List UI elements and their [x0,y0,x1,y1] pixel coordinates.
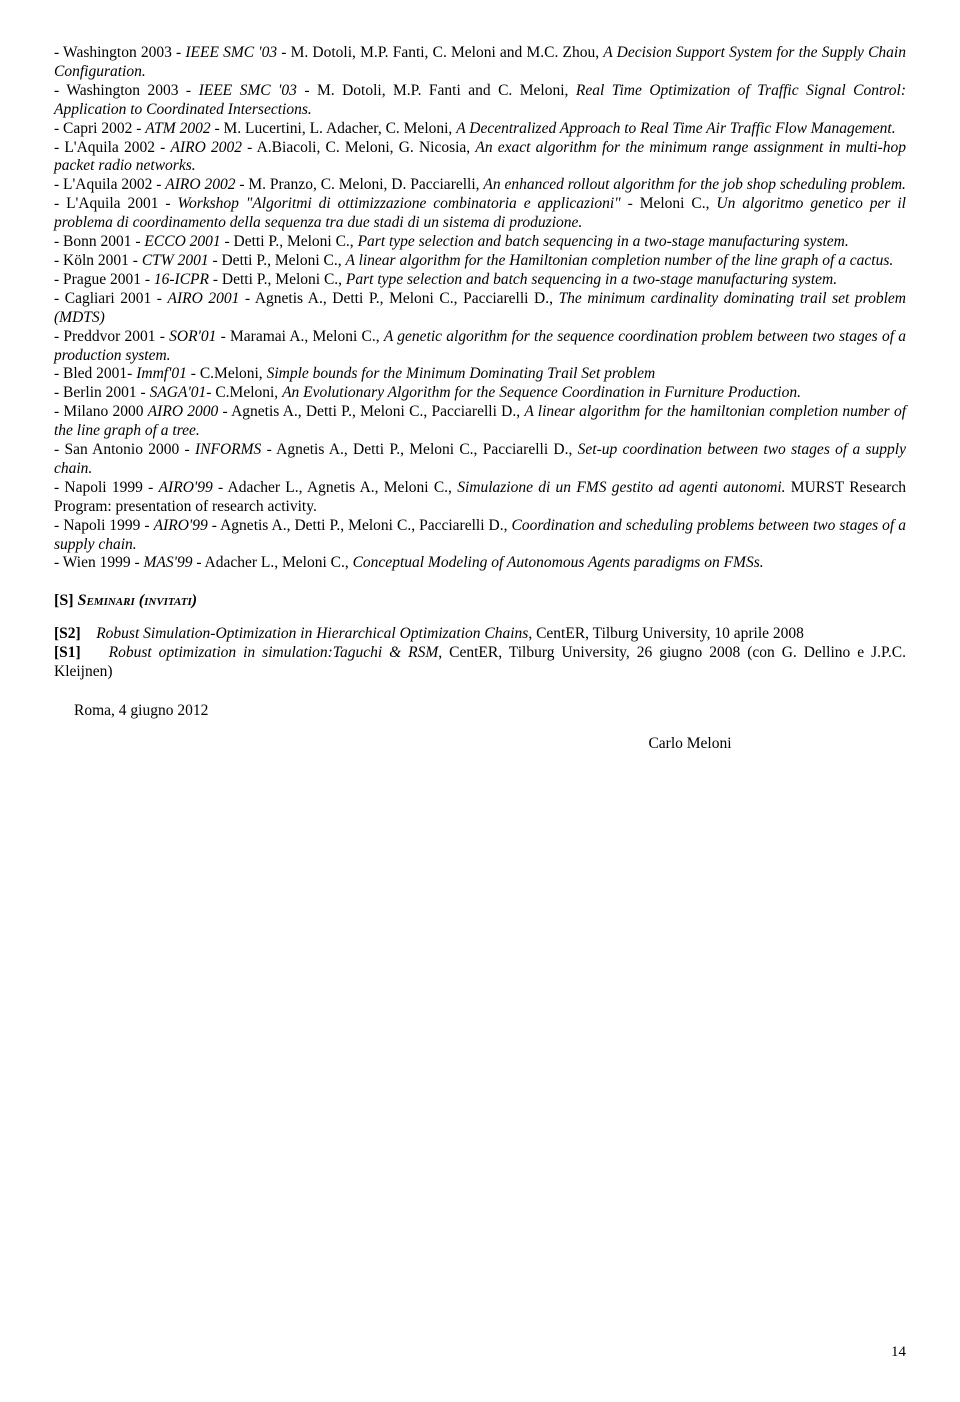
publication-entry: - Prague 2001 - 16-ICPR - Detti P., Melo… [54,271,906,290]
seminar-entry: [S1] Robust optimization in simulation:T… [54,644,906,682]
signature: Carlo Meloni [54,735,906,754]
publication-entry: - L'Aquila 2002 - AIRO 2002 - M. Pranzo,… [54,176,906,195]
publication-entry: - Bled 2001- Immf'01 - C.Meloni, Simple … [54,365,906,384]
publication-entry: - Wien 1999 - MAS'99 - Adacher L., Melon… [54,554,906,573]
publication-entry: - Napoli 1999 - AIRO'99 - Adacher L., Ag… [54,479,906,517]
section-bracket: [S] [54,592,78,609]
publication-entry: - Berlin 2001 - SAGA'01- C.Meloni, An Ev… [54,384,906,403]
publication-entry: - Bonn 2001 - ECCO 2001 - Detti P., Melo… [54,233,906,252]
publication-entry: - Washington 2003 - IEEE SMC '03 - M. Do… [54,44,906,82]
publication-entry: - Köln 2001 - CTW 2001 - Detti P., Melon… [54,252,906,271]
section-header: [S] Seminari (invitati) [54,591,906,611]
publication-entry: - Cagliari 2001 - AIRO 2001 - Agnetis A.… [54,290,906,328]
section-paren: (invitati) [135,592,197,609]
page-number: 14 [54,1343,906,1361]
publication-entry: - Capri 2002 - ATM 2002 - M. Lucertini, … [54,120,906,139]
section-title: Seminari [78,592,135,609]
publication-entry: - Napoli 1999 - AIRO'99 - Agnetis A., De… [54,517,906,555]
publication-entry: - Preddvor 2001 - SOR'01 - Maramai A., M… [54,328,906,366]
publication-entry: - Washington 2003 - IEEE SMC '03 - M. Do… [54,82,906,120]
publication-entry: - L'Aquila 2001 - Workshop "Algoritmi di… [54,195,906,233]
seminar-entry: [S2] Robust Simulation-Optimization in H… [54,625,906,644]
publication-entry: - Milano 2000 AIRO 2000 - Agnetis A., De… [54,403,906,441]
publication-entry: - San Antonio 2000 - INFORMS - Agnetis A… [54,441,906,479]
publication-entry: - L'Aquila 2002 - AIRO 2002 - A.Biacoli,… [54,139,906,177]
date-line: Roma, 4 giugno 2012 [74,702,906,721]
